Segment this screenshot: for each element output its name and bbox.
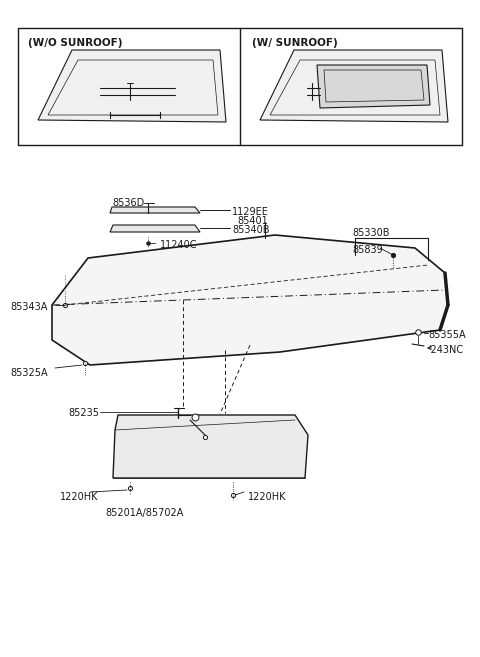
Text: 85330B: 85330B [352, 228, 389, 238]
Text: 85325A: 85325A [10, 368, 48, 378]
Polygon shape [113, 415, 308, 478]
Text: 85340B: 85340B [232, 225, 269, 235]
Polygon shape [110, 207, 200, 213]
Polygon shape [317, 65, 430, 108]
Polygon shape [38, 50, 226, 122]
Text: (W/O SUNROOF): (W/O SUNROOF) [28, 38, 122, 48]
Text: 85839: 85839 [352, 245, 383, 255]
Text: 85201A/85702A: 85201A/85702A [106, 508, 184, 518]
Text: 11240C: 11240C [160, 240, 197, 250]
Text: 1220HK: 1220HK [60, 492, 98, 502]
Text: '243NC: '243NC [428, 345, 463, 355]
Polygon shape [52, 235, 448, 365]
Text: 85235: 85235 [68, 408, 99, 418]
Text: (W/ SUNROOF): (W/ SUNROOF) [252, 38, 338, 48]
Text: 85355A: 85355A [428, 330, 466, 340]
Text: 1129EE: 1129EE [232, 207, 269, 217]
Polygon shape [260, 50, 448, 122]
Text: 1220HK: 1220HK [248, 492, 287, 502]
Polygon shape [110, 225, 200, 232]
Text: 85343A: 85343A [10, 302, 48, 312]
Text: 8536D: 8536D [112, 198, 144, 208]
Text: 85401: 85401 [237, 216, 268, 226]
